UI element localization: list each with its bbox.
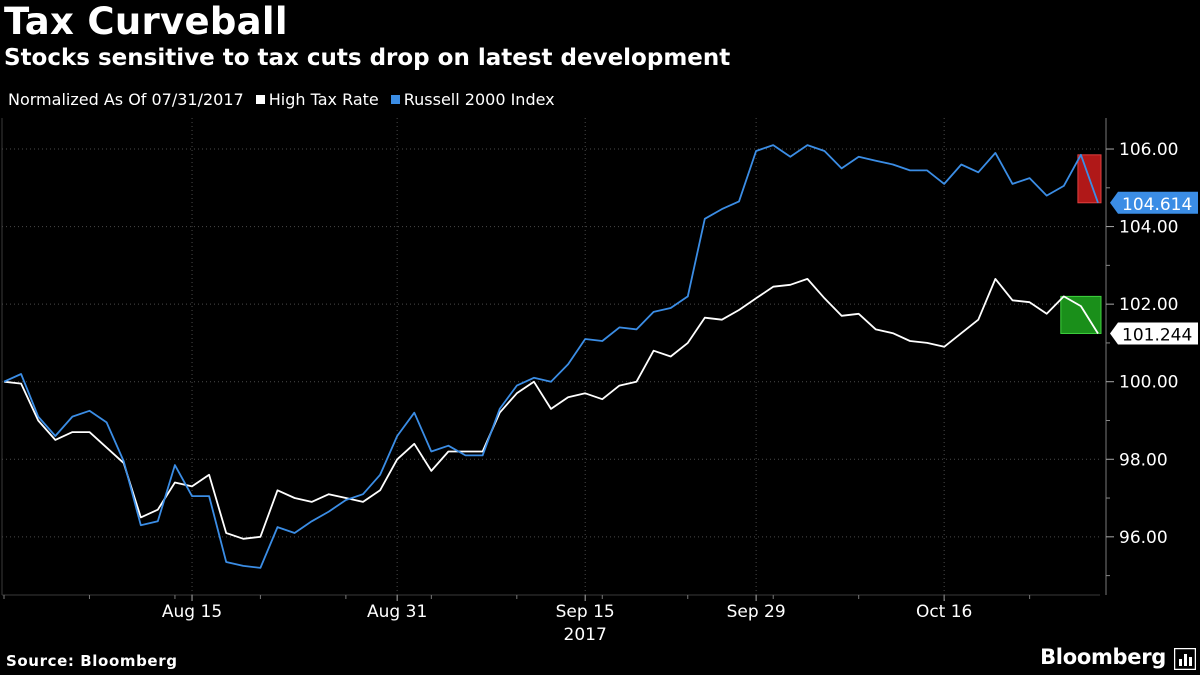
legend-item-russell-2000: Russell 2000 Index — [390, 90, 555, 109]
y-tick-label: 98.00 — [1119, 450, 1168, 470]
y-tick-label: 104.00 — [1119, 218, 1178, 238]
legend: Normalized As Of 07/31/2017 High Tax Rat… — [8, 90, 555, 109]
chart-subtitle: Stocks sensitive to tax cuts drop on lat… — [4, 45, 731, 71]
x-tick-label: Sep 29 — [727, 602, 786, 622]
last-value-callout-box — [1110, 322, 1198, 345]
x-tick-label: Sep 15 — [556, 602, 615, 622]
y-tick-label: 102.00 — [1119, 295, 1178, 315]
legend-label-russell-2000: Russell 2000 Index — [403, 90, 555, 109]
series-line-high-tax-rate — [3, 277, 1099, 540]
y-tick-label: 96.00 — [1119, 528, 1168, 548]
bloomberg-menu-icon — [1173, 647, 1197, 674]
last-value-callout-box — [1110, 191, 1198, 214]
last-value-callout-label: 101.244 — [1122, 325, 1192, 345]
chart-title: Tax Curveball — [4, 0, 288, 43]
legend-item-high-tax-rate: High Tax Rate — [255, 90, 379, 109]
x-tick-label: Aug 15 — [162, 602, 222, 622]
legend-swatch-russell-2000 — [390, 95, 400, 104]
normalization-note: Normalized As Of 07/31/2017 — [8, 90, 244, 109]
series-line-russell-2000-index — [3, 144, 1099, 569]
last-value-callout-label: 104.614 — [1122, 195, 1192, 215]
x-tick-label: Aug 31 — [367, 602, 427, 622]
source-note: Source: Bloomberg — [6, 652, 178, 670]
legend-label-high-tax-rate: High Tax Rate — [268, 90, 379, 109]
x-year-label: 2017 — [564, 625, 607, 645]
y-tick-label: 100.00 — [1119, 373, 1178, 393]
y-tick-label: 106.00 — [1119, 140, 1178, 160]
legend-swatch-high-tax-rate — [255, 95, 265, 104]
x-tick-label: Oct 16 — [916, 602, 972, 622]
bloomberg-logo: Bloomberg — [1040, 645, 1166, 669]
